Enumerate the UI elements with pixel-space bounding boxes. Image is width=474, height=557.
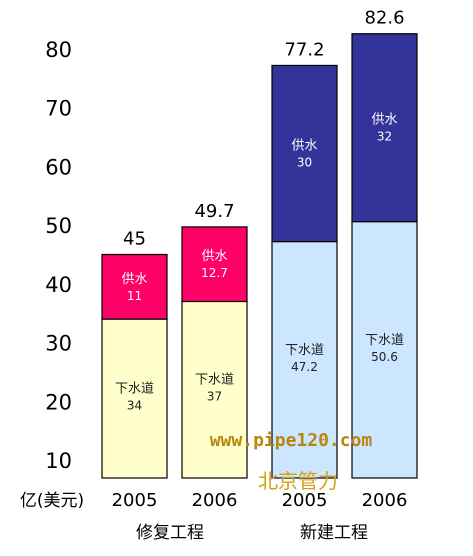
y-tick-label: 50 xyxy=(45,214,72,238)
segment-name-label: 下水道 xyxy=(115,382,154,397)
segment-value-label: 11 xyxy=(127,289,142,303)
bar-total-label: 45 xyxy=(123,229,146,250)
segment-value-label: 37 xyxy=(207,390,222,404)
y-tick-label: 10 xyxy=(45,449,72,473)
y-tick-label: 70 xyxy=(45,97,72,121)
x-tick-label: 2006 xyxy=(192,490,238,511)
bar-segment-water xyxy=(101,253,168,320)
watermark-name: 北京管力 xyxy=(258,469,338,493)
segment-value-label: 34 xyxy=(127,399,142,413)
bar-segment-water xyxy=(271,64,338,243)
bar-segment-sewer xyxy=(271,240,338,479)
x-tick-label: 2005 xyxy=(282,490,328,511)
bar-segment-water xyxy=(181,226,248,303)
y-tick-label: 20 xyxy=(45,390,72,414)
bar-segment-sewer xyxy=(351,221,418,479)
segment-value-label: 50.6 xyxy=(371,350,398,364)
bar-total-label: 77.2 xyxy=(284,39,324,60)
segment-name-label: 供水 xyxy=(371,113,397,128)
segment-name-label: 下水道 xyxy=(195,373,234,388)
x-tick-label: 2006 xyxy=(362,490,408,511)
y-tick-label: 60 xyxy=(45,155,72,179)
bar-segment-water xyxy=(351,33,418,223)
bar-total-label: 49.7 xyxy=(194,201,234,222)
segment-name-label: 供水 xyxy=(291,139,317,154)
x-tick-label: 2005 xyxy=(112,490,158,511)
segment-value-label: 30 xyxy=(297,156,312,170)
group-label-rehab: 修复工程 xyxy=(136,523,204,543)
y-tick-label: 40 xyxy=(45,273,72,297)
y-tick-label: 80 xyxy=(45,38,72,62)
group-label-new: 新建工程 xyxy=(300,523,368,543)
segment-value-label: 47.2 xyxy=(291,360,318,374)
segment-name-label: 下水道 xyxy=(365,333,404,348)
bar-segment-sewer xyxy=(101,318,168,479)
x-axis-ticks: 2005 2006 2005 2006 xyxy=(112,490,408,511)
bars: 下水道 34 供水 11 45 下水道 37 供水 12.7 49.7 下水道 47.2 供水 30 77.… xyxy=(101,8,418,479)
y-unit-label: 亿(美元) xyxy=(20,491,84,511)
bar-total-label: 82.6 xyxy=(364,8,404,29)
segment-value-label: 32 xyxy=(377,130,392,144)
y-axis-ticks: 10 20 30 40 50 60 70 80 xyxy=(45,38,72,473)
segment-name-label: 下水道 xyxy=(285,343,324,358)
segment-name-label: 供水 xyxy=(121,272,147,287)
segment-value-label: 12.7 xyxy=(201,266,228,280)
segment-name-label: 供水 xyxy=(201,249,227,264)
watermark-url: www.pipe120.com xyxy=(210,430,373,451)
y-tick-label: 30 xyxy=(45,332,72,356)
